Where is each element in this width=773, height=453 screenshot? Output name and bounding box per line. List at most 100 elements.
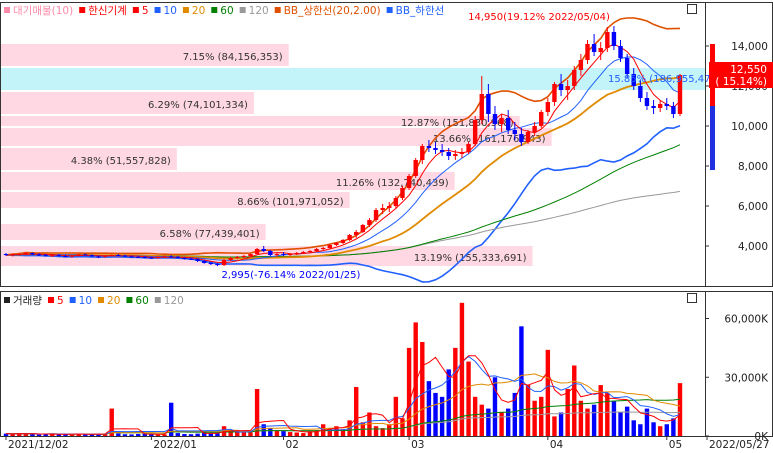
volume-profile-label: 13.19% (155,333,691) bbox=[414, 253, 527, 264]
candle-body bbox=[479, 94, 484, 120]
volume-bar bbox=[354, 387, 359, 436]
candle-body bbox=[664, 104, 669, 106]
volume-bar bbox=[664, 424, 669, 436]
volume-bar bbox=[618, 412, 623, 436]
date-tick-label: 2022/01 bbox=[153, 439, 197, 451]
volume-bar bbox=[671, 418, 676, 436]
volume-profile-band bbox=[0, 128, 552, 146]
price-legend-label: 20 bbox=[192, 5, 205, 17]
volume-bar bbox=[63, 434, 68, 436]
volume-bar bbox=[261, 424, 266, 436]
volume-profile-band bbox=[0, 148, 177, 170]
candle-body bbox=[129, 256, 134, 258]
candle-body bbox=[492, 114, 498, 124]
volume-bar bbox=[492, 377, 498, 436]
current-change-label: ( 15.14%) bbox=[715, 76, 767, 88]
candle-body bbox=[116, 255, 121, 256]
volume-bar bbox=[387, 424, 392, 436]
volume-bar bbox=[334, 426, 339, 436]
volume-bar bbox=[89, 434, 95, 436]
volume-legend-label: 거래량 bbox=[13, 295, 42, 307]
price-legend-label: 120 bbox=[249, 5, 269, 17]
candle-body bbox=[373, 210, 379, 220]
candle-body bbox=[215, 264, 220, 265]
volume-bar bbox=[3, 433, 9, 436]
volume-bar bbox=[235, 431, 240, 436]
candle-body bbox=[466, 144, 471, 152]
price-legend-label: BB_상한선(20,2.00) bbox=[284, 5, 381, 17]
candle-body bbox=[195, 259, 200, 261]
candle-body bbox=[677, 75, 683, 114]
candle-body bbox=[221, 260, 227, 265]
volume-bar bbox=[215, 433, 220, 436]
candle-body bbox=[56, 255, 62, 257]
volume-bar bbox=[149, 434, 154, 436]
candle-body bbox=[76, 254, 81, 256]
candle-body bbox=[10, 254, 15, 256]
volume-legend-swatch bbox=[126, 297, 133, 303]
volume-legend-swatch bbox=[4, 297, 10, 303]
volume-bar bbox=[83, 434, 88, 436]
price-tick-label: 8,000 bbox=[738, 161, 768, 173]
candle-body bbox=[446, 152, 451, 156]
volume-profile-label: 13.66% (161,176,943) bbox=[433, 134, 546, 145]
volume-bar bbox=[281, 431, 286, 436]
candle-body bbox=[624, 58, 630, 74]
candle-body bbox=[532, 126, 537, 132]
date-tick-label: 2022/05/27 bbox=[709, 439, 770, 451]
volume-bar bbox=[380, 428, 385, 436]
volume-tick-label: 0K bbox=[754, 431, 769, 443]
date-tick-label: 03 bbox=[411, 439, 424, 451]
candle-body bbox=[168, 256, 174, 258]
candle-body bbox=[320, 248, 326, 249]
volume-bar bbox=[486, 408, 491, 436]
candle-body bbox=[591, 44, 597, 52]
volume-legend-swatch bbox=[47, 297, 54, 303]
volume-bar bbox=[591, 404, 597, 436]
candle-body bbox=[472, 120, 478, 144]
volume-bar bbox=[505, 408, 511, 436]
candle-body bbox=[208, 263, 214, 264]
volume-bar bbox=[512, 392, 518, 436]
volume-bar bbox=[400, 418, 405, 436]
candle-body bbox=[459, 152, 465, 154]
volume-profile-label: 4.38% (51,557,828) bbox=[71, 156, 171, 167]
candle-body bbox=[162, 256, 167, 258]
candle-body bbox=[439, 150, 445, 152]
candle-body bbox=[294, 253, 299, 254]
candle-body bbox=[23, 253, 29, 254]
price-panel-close-box bbox=[687, 4, 697, 14]
volume-bar bbox=[182, 434, 187, 436]
candle-body bbox=[102, 255, 108, 257]
volume-bar bbox=[175, 433, 181, 436]
volume-bar bbox=[532, 400, 537, 436]
price-tick-label: 10,000 bbox=[731, 121, 768, 133]
candle-body bbox=[453, 154, 458, 156]
candle-body bbox=[545, 102, 551, 112]
volume-bar bbox=[122, 434, 128, 436]
volume-bar bbox=[254, 389, 260, 436]
candle-body bbox=[109, 255, 114, 256]
volume-bar bbox=[572, 365, 577, 436]
volume-bar bbox=[598, 385, 603, 436]
price-legend-label: BB_하한선 bbox=[396, 4, 445, 17]
volume-bar bbox=[155, 434, 161, 436]
volume-bar bbox=[208, 433, 214, 436]
candle-body bbox=[486, 94, 491, 114]
volume-bar bbox=[17, 433, 22, 436]
candle-body bbox=[565, 86, 570, 90]
candle-body bbox=[69, 255, 75, 257]
candle-body bbox=[539, 112, 544, 126]
price-legend-swatch bbox=[274, 7, 281, 13]
candle-body bbox=[347, 235, 352, 240]
candle-body bbox=[175, 256, 181, 258]
candle-body bbox=[631, 74, 636, 86]
candle-body bbox=[380, 208, 385, 210]
candle-body bbox=[611, 32, 617, 46]
volume-profile-band bbox=[0, 92, 254, 114]
candle-body bbox=[387, 206, 392, 208]
high-annotation: 14,950(19.12% 2022/05/04) bbox=[468, 12, 610, 23]
candle-body bbox=[433, 148, 438, 150]
volume-bar bbox=[294, 432, 299, 436]
